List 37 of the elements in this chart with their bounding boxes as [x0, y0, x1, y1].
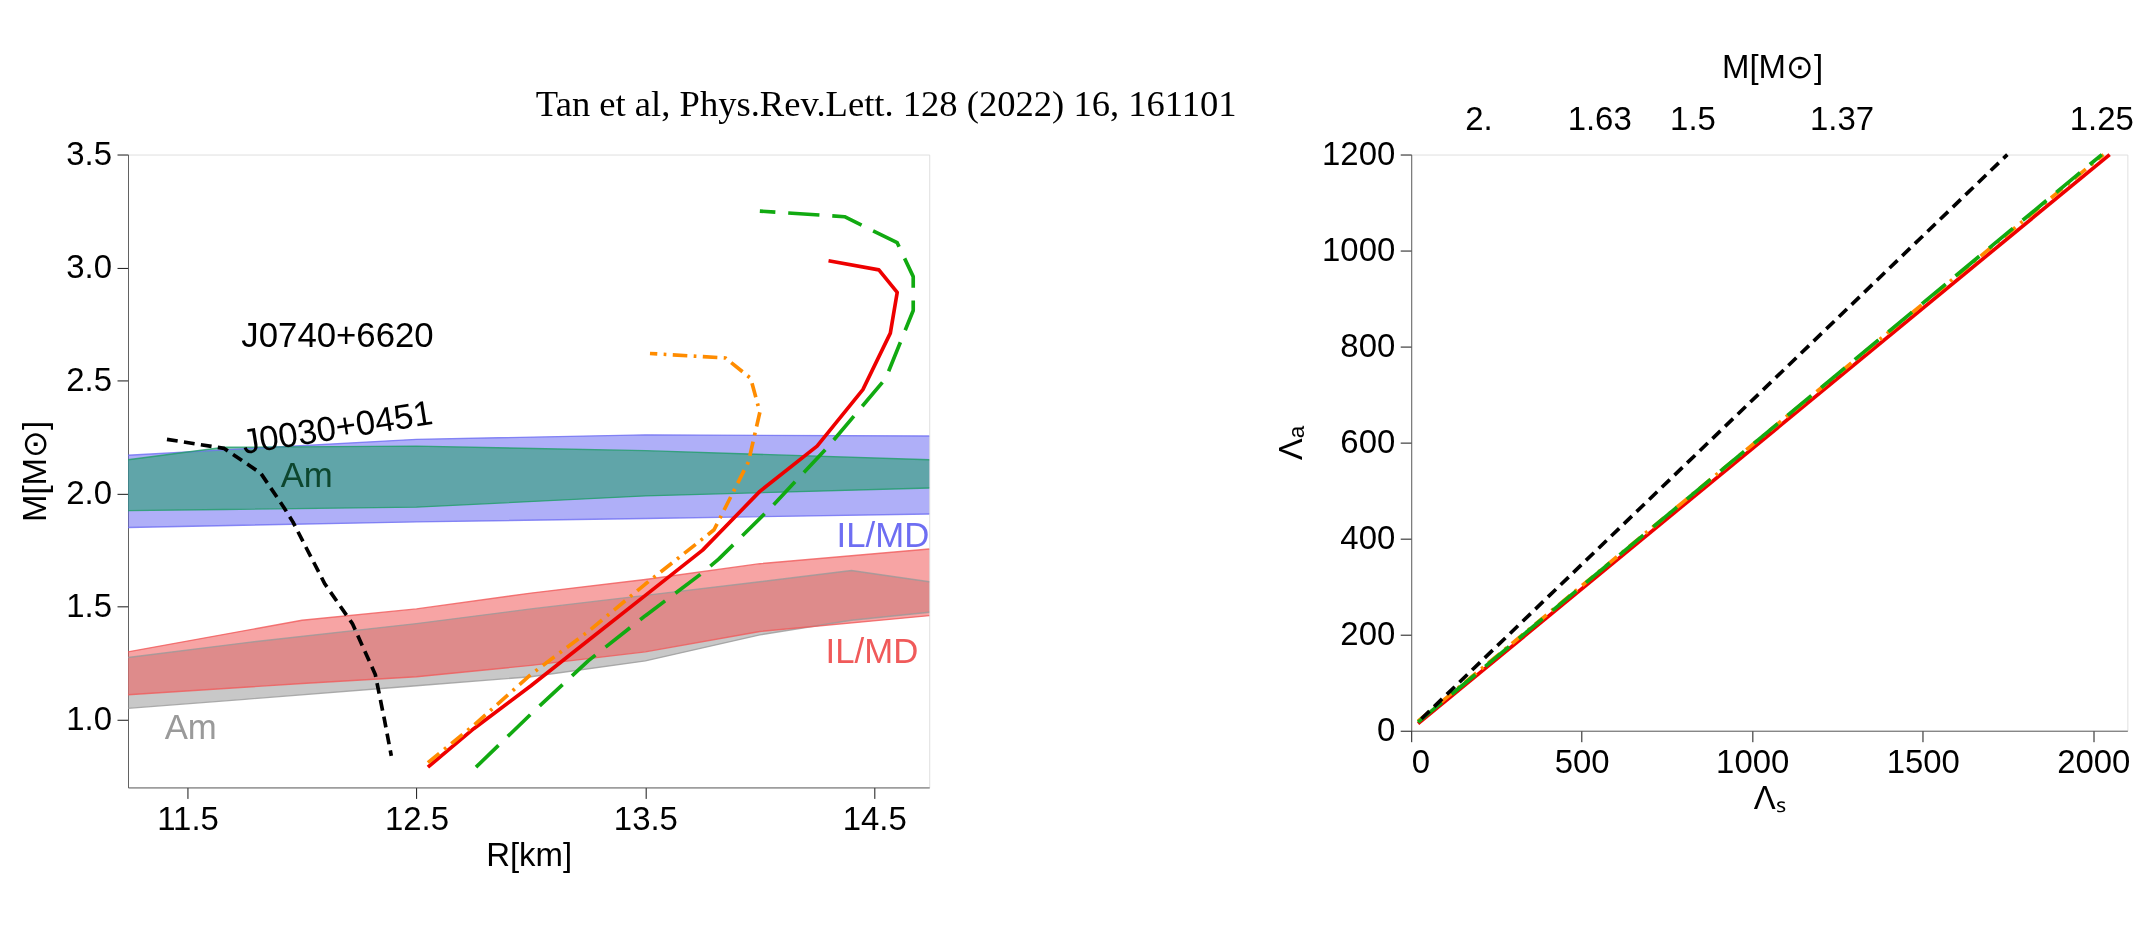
text: 2. — [1465, 99, 1493, 137]
x-tick-label: 1000 — [1716, 743, 1790, 781]
text: IL/MD — [836, 515, 930, 554]
x-tick-label: 11.5 — [157, 800, 219, 837]
x-tick-label: 12.5 — [384, 800, 449, 837]
x-axis-title: Λₛ — [1753, 778, 1786, 816]
x-tick-label: 2000 — [2057, 743, 2131, 781]
series-label: Am — [164, 708, 217, 747]
text: 1.25 — [2069, 99, 2134, 137]
y-tick-label: 200 — [1340, 615, 1396, 653]
text: M[M⊙] — [1721, 47, 1824, 85]
chart-title: Tan et al, Phys.Rev.Lett. 128 (2022) 16, 161101 — [535, 83, 1237, 125]
x-tick-label: 1500 — [1886, 743, 1960, 781]
y-axis-title: M[M⊙] — [16, 420, 54, 523]
y-tick-label: 3.0 — [66, 248, 113, 286]
y-tick-label: 1.5 — [66, 587, 113, 625]
y-tick-label: 0 — [1376, 711, 1396, 749]
y-tick-label: 600 — [1340, 423, 1396, 461]
text: 1.37 — [1810, 99, 1875, 137]
x-tick-label: 0 — [1411, 743, 1431, 781]
y-tick-label: 2.0 — [66, 474, 113, 512]
text: IL/MD — [825, 632, 919, 671]
x-tick-label: 14.5 — [842, 800, 907, 837]
x-tick-label: 500 — [1554, 743, 1610, 781]
annotation: J0740+6620 — [241, 315, 434, 354]
y-axis-title: Λₐ — [1271, 425, 1309, 461]
y-tick-label: 1000 — [1322, 231, 1396, 269]
x-axis-title: R[km] — [486, 835, 573, 873]
text: 1.5 — [1670, 99, 1716, 137]
y-tick-label: 2.5 — [66, 361, 113, 399]
y-tick-label: 1200 — [1322, 135, 1396, 173]
x-tick-label: 13.5 — [613, 800, 678, 837]
y-tick-label: 3.5 — [66, 135, 113, 173]
y-tick-label: 800 — [1340, 327, 1396, 365]
text: 1.63 — [1567, 99, 1632, 137]
y-tick-label: 1.0 — [66, 700, 113, 738]
y-tick-label: 400 — [1340, 519, 1396, 557]
